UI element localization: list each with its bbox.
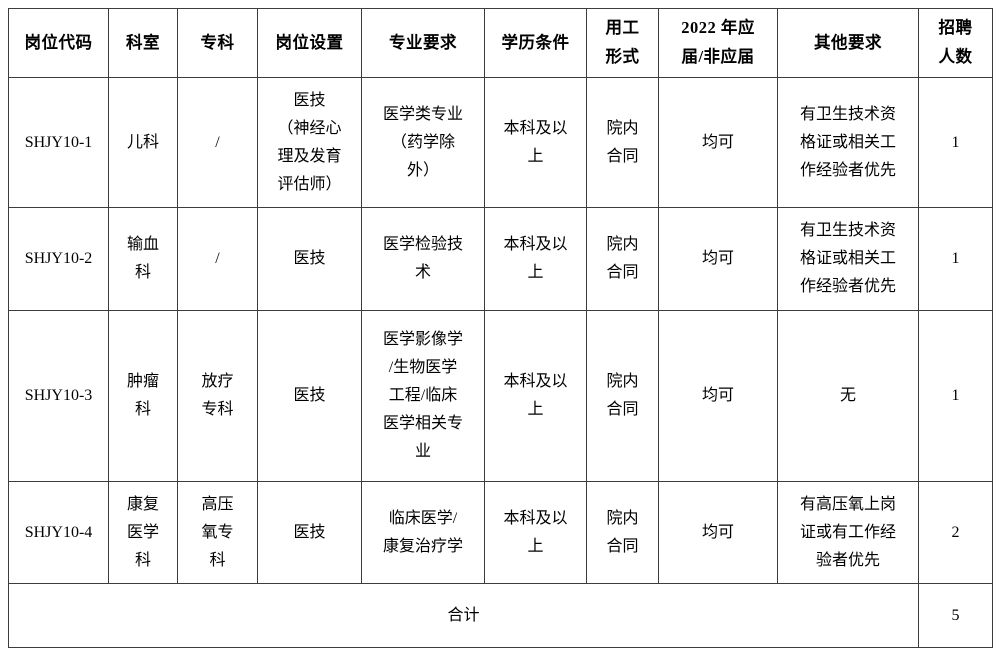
header-cell-position-setting: 岗位设置 — [257, 8, 362, 78]
cell-department: 输血 科 — [108, 207, 178, 311]
cell-position-code: SHJY10-3 — [8, 310, 109, 482]
cell-headcount: 1 — [918, 207, 993, 311]
table-row: SHJY10-2 输血 科 / 医技 医学检验技 术 本科及以 上 院内 合同 … — [8, 207, 993, 311]
cell-education: 本科及以 上 — [484, 77, 587, 208]
cell-headcount: 2 — [918, 481, 993, 584]
cell-position-setting: 医技 — [257, 207, 362, 311]
header-cell-position-code: 岗位代码 — [8, 8, 109, 78]
cell-employment-form: 院内 合同 — [586, 481, 659, 584]
cell-position-setting: 医技 — [257, 310, 362, 482]
total-count-cell: 5 — [918, 583, 993, 648]
cell-major-requirement: 医学类专业 （药学除 外） — [361, 77, 485, 208]
cell-specialty: 高压 氧专 科 — [177, 481, 258, 584]
table-row: SHJY10-4 康复 医学 科 高压 氧专 科 医技 临床医学/ 康复治疗学 … — [8, 481, 993, 584]
cell-department: 康复 医学 科 — [108, 481, 178, 584]
cell-position-setting: 医技 — [257, 481, 362, 584]
cell-major-requirement: 临床医学/ 康复治疗学 — [361, 481, 485, 584]
cell-department: 肿瘤 科 — [108, 310, 178, 482]
cell-specialty: / — [177, 207, 258, 311]
header-cell-headcount: 招聘 人数 — [918, 8, 993, 78]
cell-position-code: SHJY10-4 — [8, 481, 109, 584]
cell-employment-form: 院内 合同 — [586, 77, 659, 208]
header-cell-major-requirement: 专业要求 — [361, 8, 485, 78]
cell-education: 本科及以 上 — [484, 481, 587, 584]
cell-department: 儿科 — [108, 77, 178, 208]
cell-graduate-status: 均可 — [658, 207, 778, 311]
cell-education: 本科及以 上 — [484, 207, 587, 311]
cell-position-code: SHJY10-2 — [8, 207, 109, 311]
table-header-row: 岗位代码 科室 专科 岗位设置 专业要求 学历条件 用工 形式 2022 年应 … — [8, 8, 993, 78]
cell-major-requirement: 医学影像学 /生物医学 工程/临床 医学相关专 业 — [361, 310, 485, 482]
header-cell-specialty: 专科 — [177, 8, 258, 78]
header-cell-graduate-status: 2022 年应 届/非应届 — [658, 8, 778, 78]
cell-graduate-status: 均可 — [658, 77, 778, 208]
cell-other-requirements: 有卫生技术资 格证或相关工 作经验者优先 — [777, 77, 919, 208]
cell-position-code: SHJY10-1 — [8, 77, 109, 208]
cell-headcount: 1 — [918, 77, 993, 208]
cell-headcount: 1 — [918, 310, 993, 482]
cell-specialty: / — [177, 77, 258, 208]
table-total-row: 合计 5 — [8, 583, 993, 648]
cell-other-requirements: 有高压氧上岗 证或有工作经 验者优先 — [777, 481, 919, 584]
header-cell-department: 科室 — [108, 8, 178, 78]
header-cell-other-requirements: 其他要求 — [777, 8, 919, 78]
table-row: SHJY10-1 儿科 / 医技 （神经心 理及发育 评估师） 医学类专业 （药… — [8, 77, 993, 208]
table-row: SHJY10-3 肿瘤 科 放疗 专科 医技 医学影像学 /生物医学 工程/临床… — [8, 310, 993, 482]
recruitment-table: 岗位代码 科室 专科 岗位设置 专业要求 学历条件 用工 形式 2022 年应 … — [8, 8, 993, 648]
header-cell-employment-form: 用工 形式 — [586, 8, 659, 78]
cell-education: 本科及以 上 — [484, 310, 587, 482]
cell-graduate-status: 均可 — [658, 481, 778, 584]
cell-position-setting: 医技 （神经心 理及发育 评估师） — [257, 77, 362, 208]
cell-other-requirements: 无 — [777, 310, 919, 482]
cell-major-requirement: 医学检验技 术 — [361, 207, 485, 311]
cell-specialty: 放疗 专科 — [177, 310, 258, 482]
header-cell-education: 学历条件 — [484, 8, 587, 78]
cell-employment-form: 院内 合同 — [586, 310, 659, 482]
total-label-cell: 合计 — [8, 583, 919, 648]
cell-other-requirements: 有卫生技术资 格证或相关工 作经验者优先 — [777, 207, 919, 311]
positions-table: 岗位代码 科室 专科 岗位设置 专业要求 学历条件 用工 形式 2022 年应 … — [8, 8, 993, 648]
cell-graduate-status: 均可 — [658, 310, 778, 482]
cell-employment-form: 院内 合同 — [586, 207, 659, 311]
